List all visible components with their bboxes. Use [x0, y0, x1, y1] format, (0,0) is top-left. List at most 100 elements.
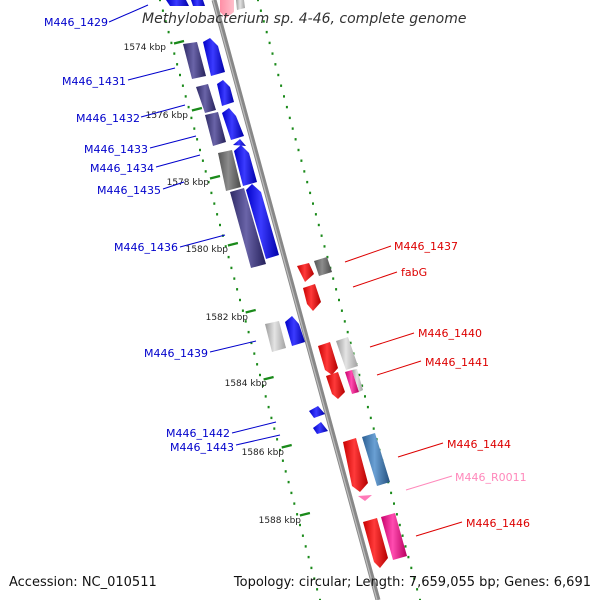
gene-label-M446-1446[interactable]: M446_1446: [466, 517, 530, 530]
rna-feature: [358, 495, 372, 501]
ring-dot: [410, 566, 413, 570]
ring-dot: [297, 148, 300, 152]
ring-dot: [280, 84, 283, 87]
ring-dot: [250, 341, 253, 345]
rna-feature: [220, 0, 234, 18]
ring-dot: [398, 523, 401, 527]
ring-dot: [283, 95, 285, 98]
forward-gene-feature: [196, 84, 216, 113]
gene-label-M446-1441[interactable]: M446_1441: [425, 356, 489, 369]
genome-summary-text: Topology: circular; Length: 7,659,055 bp…: [233, 575, 591, 590]
ring-dot: [268, 41, 271, 45]
ring-dot: [167, 30, 170, 34]
forward-features: [166, 0, 328, 434]
forward-gene-feature: [265, 321, 286, 352]
forward-cds-feature: [203, 38, 225, 76]
gene-label-M446-1431[interactable]: M446_1431: [62, 75, 126, 88]
ring-dot: [256, 363, 259, 366]
gene-label-M446-1439[interactable]: M446_1439: [144, 347, 208, 360]
gene-label-M446-1440[interactable]: M446_1440: [418, 327, 482, 340]
ring-dot: [290, 491, 293, 495]
ring-dot: [219, 223, 221, 227]
forward-cds-feature: [246, 184, 279, 259]
ring-dot: [179, 73, 181, 77]
ring-dot: [233, 277, 236, 280]
reverse-cds-feature: [303, 284, 321, 311]
gene-label-M446-1429[interactable]: M446_1429: [44, 16, 108, 29]
ring-dot: [216, 213, 219, 216]
reverse-features: [220, 0, 407, 568]
gene-label-M446-1442[interactable]: M446_1442: [166, 427, 230, 440]
ring-dot: [390, 491, 393, 495]
ring-dot: [312, 202, 314, 205]
gene-label-M446-1437[interactable]: M446_1437: [394, 240, 458, 253]
ring-dot: [304, 545, 307, 548]
tick-mark: [173, 39, 185, 45]
ring-dot: [358, 373, 361, 377]
ring-dot: [261, 384, 264, 387]
ring-dot: [259, 9, 262, 12]
ring-dot: [201, 159, 204, 162]
ring-dot: [159, 0, 161, 2]
forward-gene-feature: [183, 42, 206, 79]
reverse-cds-feature: [297, 263, 314, 282]
ring-dot: [310, 566, 313, 570]
ring-dot: [230, 266, 233, 270]
ring-dot: [349, 341, 352, 345]
label-leader-line: [127, 67, 176, 81]
reverse-gene-feature: [345, 370, 359, 394]
gene-label-M446-1443[interactable]: M446_1443: [170, 441, 234, 454]
ring-dot: [207, 180, 210, 184]
ring-dot: [335, 288, 338, 291]
gene-label-M446-1444[interactable]: M446_1444: [447, 438, 511, 451]
label-leader-line: [149, 135, 197, 149]
ring-dot: [404, 545, 407, 548]
reverse-gene-feature: [362, 433, 390, 486]
tick-mark: [191, 106, 203, 112]
ring-dot: [190, 116, 193, 120]
gene-label-M446-1433[interactable]: M446_1433: [84, 143, 148, 156]
ring-dot: [193, 127, 196, 130]
ring-dot: [393, 502, 395, 505]
ring-dot: [199, 148, 201, 152]
ring-dot: [313, 577, 316, 580]
reverse-gene-labels: M446_1437 fabG M446_1440 M446_1441 M446_…: [344, 240, 530, 537]
reverse-gene-feature: [314, 257, 332, 276]
ring-dot: [413, 577, 416, 580]
ring-dot: [306, 180, 309, 184]
gene-label-M446-1435[interactable]: M446_1435: [97, 184, 161, 197]
ring-dot: [314, 213, 317, 216]
forward-cds-feature: [313, 422, 328, 434]
label-leader-line: [397, 442, 444, 458]
ring-dot: [187, 105, 190, 109]
ring-dot: [293, 502, 296, 505]
ring-dot: [301, 534, 304, 537]
gene-label-M446-1434[interactable]: M446_1434: [90, 162, 154, 175]
ring-dot: [395, 513, 398, 516]
reverse-cds-feature: [326, 372, 345, 399]
tick-label: 1588 kbp: [259, 516, 302, 526]
forward-gene-feature: [230, 188, 266, 268]
ring-dot: [340, 309, 343, 312]
gene-label-M446-1432[interactable]: M446_1432: [76, 112, 140, 125]
dotted-ring-guides: [159, 0, 421, 600]
ring-dot: [271, 52, 274, 55]
ring-dot: [210, 191, 213, 195]
gene-label-M446-1436[interactable]: M446_1436: [114, 241, 178, 254]
ring-dot: [224, 245, 227, 248]
ring-dot: [270, 416, 273, 420]
gene-label-fabG[interactable]: fabG: [401, 266, 427, 279]
ring-dot: [204, 170, 207, 173]
ring-dot: [401, 534, 404, 537]
ring-dot: [303, 170, 306, 173]
ring-dot: [227, 255, 230, 259]
forward-cds-feature: [191, 0, 205, 6]
label-leader-line: [344, 245, 392, 263]
tick-marks: [173, 39, 311, 517]
forward-cds-feature: [285, 316, 305, 346]
label-leader-line: [209, 340, 257, 353]
genome-backbone-highlight: [212, 0, 378, 600]
gene-label-M446-R0011[interactable]: M446_R0011: [455, 471, 527, 484]
label-leader-line: [376, 360, 422, 376]
tick-label: 1586 kbp: [242, 448, 285, 458]
